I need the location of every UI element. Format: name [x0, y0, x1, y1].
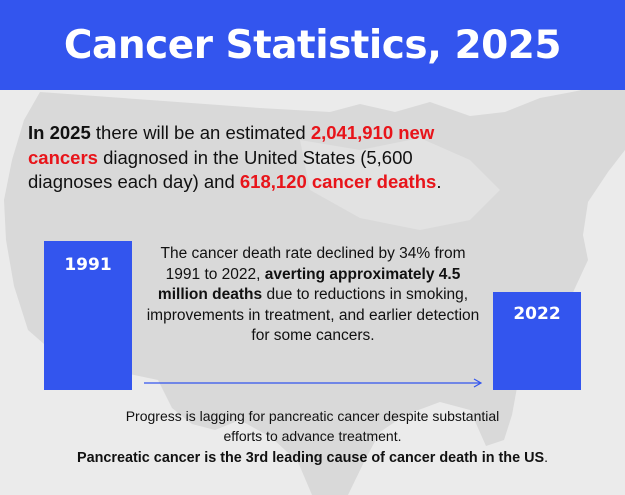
us-map-background — [4, 90, 625, 495]
footer-note: Progress is lagging for pancreatic cance… — [0, 407, 625, 469]
year-label-2022: 2022 — [513, 304, 561, 324]
death-rate-text-1: The cancer death rate declined by 34% fr… — [160, 245, 466, 283]
intro-year: In 2025 — [28, 122, 91, 143]
death-rate-paragraph: The cancer death rate declined by 34% fr… — [146, 244, 480, 347]
pancreatic-rank-note: Pancreatic cancer is the 3rd leading cau… — [0, 448, 625, 469]
intro-text-1: there will be an estimated — [90, 122, 311, 143]
new-cancers-stat: 2,041,910 new cancers — [28, 122, 435, 168]
year-box-1991: 1991 — [44, 241, 132, 390]
intro-paragraph: In 2025 there will be an estimated 2,041… — [28, 121, 448, 195]
header-banner: Cancer Statistics, 2025 — [0, 0, 625, 90]
year-box-2022: 2022 — [493, 292, 581, 390]
page-title: Cancer Statistics, 2025 — [63, 22, 562, 68]
intro-text-2: diagnosed in the United States (5,600 di… — [28, 146, 413, 193]
death-rate-text-2: due to reductions in smoking, improvemen… — [146, 286, 480, 344]
timeline-arrow-icon — [144, 378, 483, 388]
pancreatic-rank-text: Pancreatic cancer is the 3rd leading cau… — [77, 450, 545, 466]
averted-deaths-stat: averting approximately 4.5 million death… — [157, 265, 461, 304]
pancreatic-progress-text: Progress is lagging for pancreatic cance… — [125, 408, 500, 444]
intro-text-3: . — [436, 171, 442, 192]
pancreatic-rank-period: . — [544, 449, 548, 465]
pancreatic-progress-note: Progress is lagging for pancreatic cance… — [118, 407, 508, 446]
year-label-1991: 1991 — [64, 255, 112, 275]
cancer-deaths-stat: 618,120 cancer deaths — [239, 171, 437, 192]
